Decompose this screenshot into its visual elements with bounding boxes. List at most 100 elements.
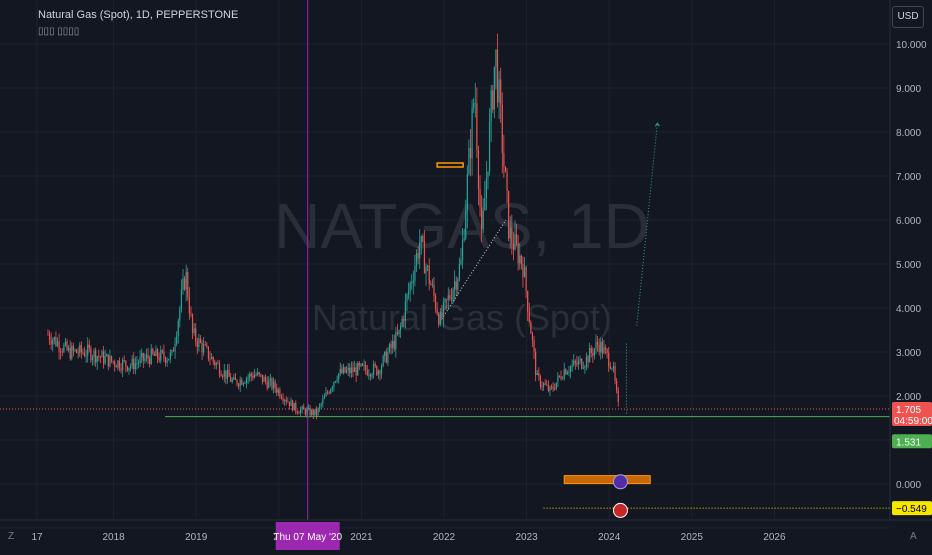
candle-body [288,401,291,407]
candle-body [355,367,357,376]
candle-body [374,364,376,366]
candle-body [587,356,589,363]
candle-body [58,341,60,352]
candle-body [174,343,176,352]
candle-body [504,166,507,173]
annotations[interactable] [0,0,890,520]
candle-body [481,207,483,230]
candle-body [274,381,276,389]
candle-body [279,389,281,397]
candle-body [463,238,465,240]
marker-box[interactable] [436,162,464,168]
candle-body [369,374,372,377]
auto-scale-icon[interactable]: A [910,531,917,542]
candle-body [616,380,618,391]
candle-body [520,255,522,265]
candle-body [158,358,160,361]
candle-body [117,360,119,368]
candle-body [392,340,394,348]
candle-body [53,337,55,341]
candle-body [325,392,327,397]
candle-body [457,279,459,290]
candle-body [142,353,144,361]
candle-body [252,375,254,378]
zoom-icon[interactable]: Z [8,531,15,542]
candle-body [301,406,303,410]
candle-body [96,356,98,363]
candle-body [535,351,537,376]
candle-body [560,376,562,379]
candle-body [438,314,440,325]
candle-body [168,358,170,361]
flag-icon[interactable] [612,502,628,518]
candle-body [558,375,561,377]
candle-body [284,399,286,401]
candle-body [237,384,240,387]
lightning-icon[interactable] [612,474,628,490]
range-box[interactable] [563,475,651,485]
candle-body [77,352,79,354]
x-tick-label: 2021 [350,532,373,543]
candle-body [512,243,514,250]
candle-body [169,352,171,359]
candle-body [365,364,367,370]
candle-body [295,402,297,412]
time-axis[interactable]: 172018201920202120222023202420252026Thu … [0,519,932,550]
candle-body [523,267,526,277]
candle-body [304,409,306,415]
candle-body [201,342,203,353]
candle-body [604,347,607,350]
projection-line[interactable] [636,123,658,326]
candle-body [349,367,351,374]
candle-body [431,284,433,286]
candle-body [441,312,443,318]
candle-body [544,383,546,385]
candle-body [322,398,324,404]
candle-body [589,348,591,363]
candle-body [264,377,267,382]
candle-body [555,382,557,390]
candle-body [247,377,249,379]
price-axis[interactable]: 0.000 2.000 3.000 4.000 5.000 6.000 7.000 8.000… [889,0,932,550]
candle-body [473,103,475,108]
candle-body [474,103,476,105]
candle-body [506,172,508,191]
candle-body [68,347,70,350]
candle-body [66,341,68,350]
candle-body [579,358,581,361]
candle-body [398,329,400,334]
candle-body [508,190,510,239]
candle-body [222,376,224,377]
symbol-title: Natural Gas (Spot), 1D, PEPPERSTONE [38,9,239,21]
candle-body [404,301,406,321]
candle-body [574,360,576,363]
candle-body [311,410,313,416]
candle-body [253,374,256,378]
candle-body [72,345,74,351]
candle-body [277,389,279,393]
candle-body [177,320,179,337]
candle-body [326,392,329,394]
candle-body [533,340,535,352]
candle-body [55,337,57,346]
candle-body [60,351,62,353]
y-tick-label: 4.000 [896,304,921,315]
candle-body [141,353,143,357]
candle-body [541,386,543,388]
trend-line[interactable] [439,219,507,322]
candle-body [98,356,100,358]
candle-body [299,409,302,414]
candle-body [136,363,138,364]
candle-body [450,298,453,300]
candle-body [576,362,578,365]
currency-button[interactable]: USD [892,6,924,28]
target-price-label-bg [892,501,932,516]
candle-body [290,400,292,407]
candle-body [218,363,221,375]
candle-body [339,368,341,374]
candle-body [581,358,583,369]
candle-body [595,342,597,349]
candle-body [547,384,549,391]
